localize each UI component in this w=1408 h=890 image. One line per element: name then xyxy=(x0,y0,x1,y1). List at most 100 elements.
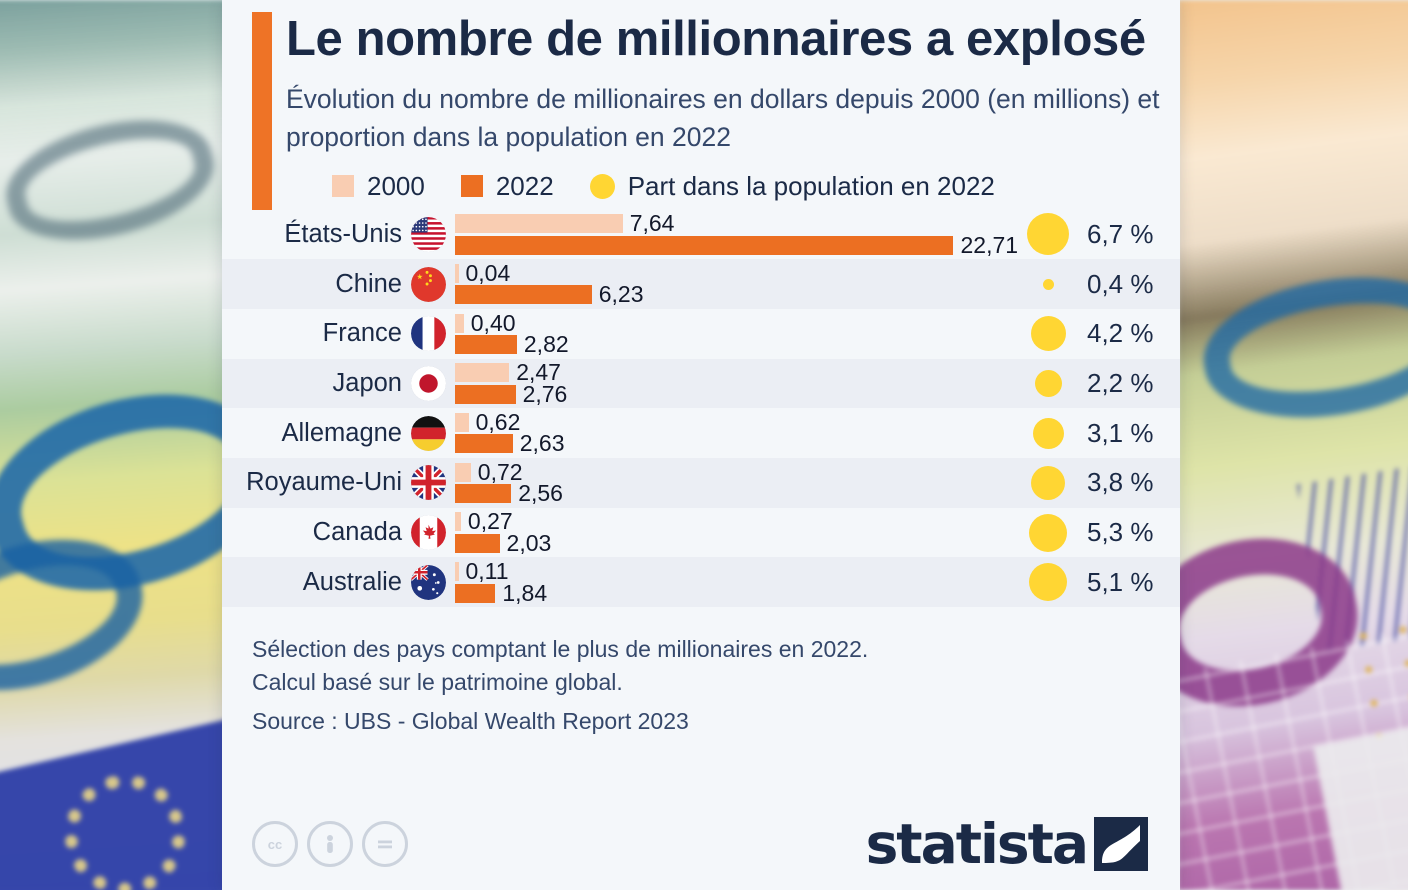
bar-line-2000: 0,62 xyxy=(455,409,564,435)
country-label-cell: Japon xyxy=(333,359,446,409)
flag-ca-icon xyxy=(411,515,446,551)
share-value: 4,2 % xyxy=(1087,318,1154,349)
country-name: Allemagne xyxy=(281,418,403,447)
bar-value-2000: 7,64 xyxy=(629,210,675,237)
statista-mark-icon xyxy=(1094,817,1148,871)
legend-item-2000: 2000 xyxy=(332,171,425,202)
country-label-cell: États-Unis xyxy=(284,210,446,260)
share-value: 0,4 % xyxy=(1087,268,1154,299)
table-row: Chine 0,04 6,23 0,4 % xyxy=(222,259,1180,309)
country-name: Australie xyxy=(302,567,402,596)
bar-value-2000: 0,04 xyxy=(465,259,511,286)
bar-2022 xyxy=(455,434,513,454)
bar-2022 xyxy=(455,285,592,305)
legend-label-share: Part dans la population en 2022 xyxy=(627,170,995,201)
bar-value-2022: 1,84 xyxy=(502,579,548,606)
flag-au-icon xyxy=(411,564,446,600)
share-bubble-icon xyxy=(1029,513,1067,552)
bar-line-2000: 0,04 xyxy=(455,260,644,286)
bar-value-2022: 2,76 xyxy=(522,380,568,407)
legend-swatch-2000-icon xyxy=(332,175,354,198)
bar-group: 0,40 2,82 xyxy=(455,309,569,359)
legend-label-2000: 2000 xyxy=(367,170,425,201)
bar-2022 xyxy=(455,484,512,504)
share-cell: 5,3 % xyxy=(1019,508,1154,558)
share-bubble-icon xyxy=(1031,465,1065,500)
table-row: Canada 0,27 2,03 5,3 % xyxy=(222,507,1180,558)
share-bubble-icon xyxy=(1034,370,1062,398)
table-row: États-Unis 7,64 22,71 6,7 % xyxy=(222,209,1180,260)
bar-2022 xyxy=(455,583,496,603)
bar-value-2000: 0,27 xyxy=(467,508,513,535)
share-value: 5,3 % xyxy=(1087,517,1154,548)
country-label-cell: Chine xyxy=(335,259,446,309)
bar-value-2022: 2,03 xyxy=(506,529,552,556)
share-bubble-icon xyxy=(1032,417,1064,449)
share-bubble-wrap xyxy=(1019,278,1077,290)
share-bubble-icon xyxy=(1030,316,1066,352)
page-subtitle: Évolution du nombre de millionaires en d… xyxy=(286,84,1160,152)
share-bubble-wrap xyxy=(1019,370,1077,398)
bar-line-2000: 0,11 xyxy=(455,558,547,584)
cc-by-attribution-icon xyxy=(307,821,353,867)
table-row: France 0,40 2,82 4,2 % xyxy=(222,308,1180,359)
flag-de-icon xyxy=(411,415,446,451)
bar-2000 xyxy=(455,263,459,283)
cc-license-icon: cc xyxy=(252,821,298,867)
share-cell: 3,1 % xyxy=(1019,408,1154,458)
country-name: Chine xyxy=(335,269,402,298)
source-line: Source : UBS - Global Wealth Report 2023 xyxy=(252,708,689,735)
bar-value-2022: 2,63 xyxy=(519,430,565,457)
bar-value-2022: 2,82 xyxy=(523,331,569,358)
bar-line-2022: 1,84 xyxy=(455,580,547,606)
bar-2022 xyxy=(455,533,500,553)
bar-line-2022: 2,03 xyxy=(455,530,551,556)
country-name: États-Unis xyxy=(284,219,402,248)
share-cell: 2,2 % xyxy=(1019,359,1154,409)
svg-text:cc: cc xyxy=(268,837,282,852)
bar-group: 7,64 22,71 xyxy=(455,210,1018,260)
footnote-line-1: Sélection des pays comptant le plus de m… xyxy=(252,636,869,663)
chart-area: $ États-Unis 7,64 22,71 6 xyxy=(222,209,1180,608)
statista-wordmark: statista xyxy=(865,812,1089,876)
country-label-cell: Royaume-Uni xyxy=(246,458,446,508)
share-bubble-icon xyxy=(1042,278,1054,290)
bar-line-2022: 2,56 xyxy=(455,480,563,506)
share-cell: 0,4 % xyxy=(1019,259,1154,309)
bar-value-2022: 22,71 xyxy=(960,231,1019,258)
share-cell: 5,1 % xyxy=(1019,557,1154,607)
legend-swatch-2022-icon xyxy=(460,175,483,198)
legend-bubble-icon xyxy=(589,173,615,199)
bar-value-2000: 0,62 xyxy=(475,408,521,435)
country-name: Japon xyxy=(332,369,402,398)
flag-cn-icon xyxy=(411,266,446,302)
share-bubble-wrap xyxy=(1019,563,1077,602)
bar-2000 xyxy=(455,462,471,482)
share-bubble-icon xyxy=(1029,563,1067,602)
bar-line-2022: 6,23 xyxy=(455,281,644,307)
bar-value-2000: 0,11 xyxy=(465,558,509,585)
footnote-line-2: Calcul basé sur le patrimoine global. xyxy=(252,668,623,695)
bar-2000 xyxy=(455,214,623,234)
share-bubble-wrap xyxy=(1019,465,1077,500)
table-row: Allemagne 0,62 2,63 3,1 % xyxy=(222,408,1180,459)
flag-us-icon xyxy=(411,216,446,252)
share-value: 3,1 % xyxy=(1087,417,1154,448)
country-name: France xyxy=(322,319,402,348)
bar-2000 xyxy=(455,562,459,582)
bar-group: 0,11 1,84 xyxy=(455,557,547,607)
share-bubble-icon xyxy=(1027,213,1069,256)
cc-nd-no-derivatives-icon xyxy=(362,821,408,867)
bar-line-2000: 0,27 xyxy=(455,508,551,534)
legend-label-2022: 2022 xyxy=(495,170,554,201)
bar-group: 0,72 2,56 xyxy=(455,458,563,508)
table-row: Japon 2,47 2,76 2,2 % xyxy=(222,358,1180,409)
bar-value-2000: 2,47 xyxy=(516,359,561,386)
background-left xyxy=(0,0,225,890)
background-right xyxy=(1178,0,1408,890)
bar-2022 xyxy=(455,384,516,404)
bar-2000 xyxy=(455,363,510,383)
bar-group: 0,04 6,23 xyxy=(455,259,644,309)
bar-line-2022: 2,76 xyxy=(455,381,567,407)
